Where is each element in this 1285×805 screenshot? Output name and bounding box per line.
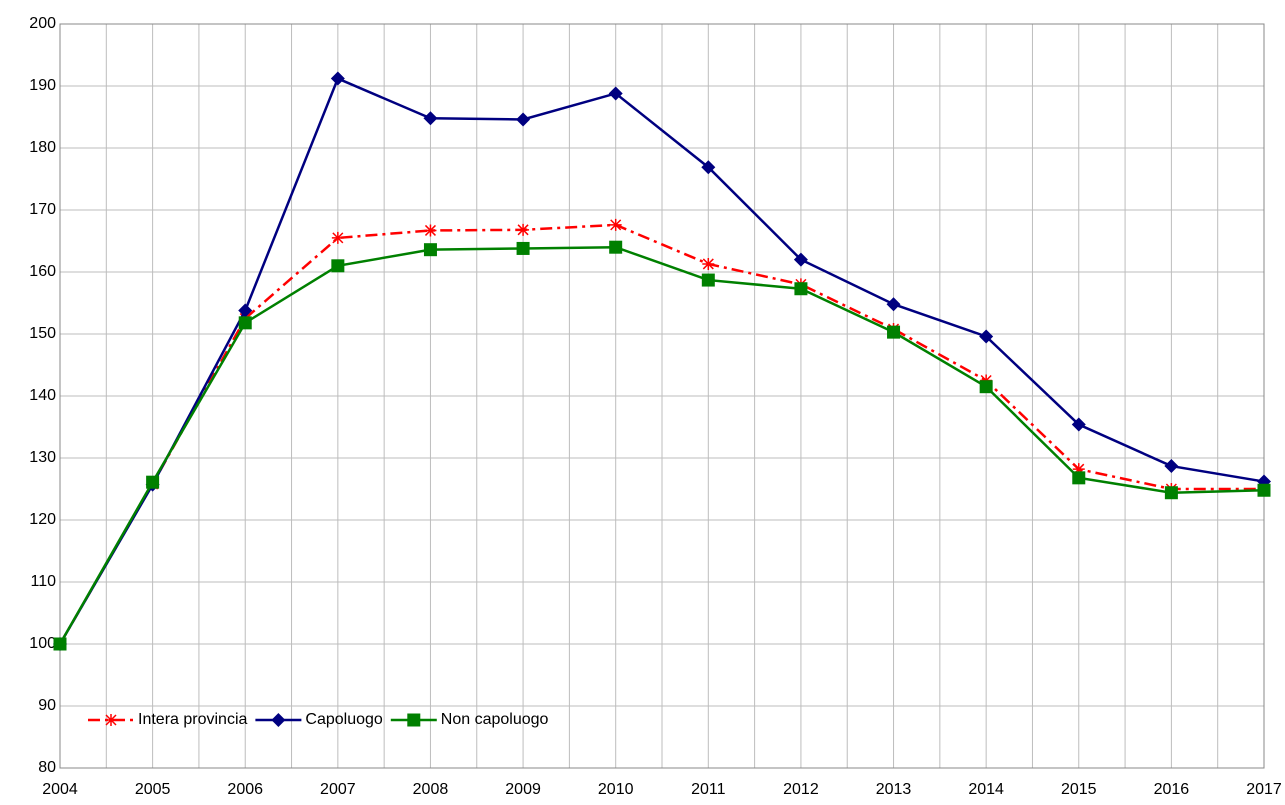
- point: [701, 273, 715, 287]
- y-tick-label: 190: [29, 77, 56, 94]
- y-tick-label: 180: [29, 139, 56, 156]
- y-tick-label: 150: [29, 325, 56, 342]
- legend: Intera provincia Capoluogo Non capoluogo: [88, 711, 549, 728]
- point: [1164, 486, 1178, 500]
- point: [238, 316, 252, 330]
- point: [794, 282, 808, 296]
- x-tick-label: 2014: [968, 781, 1004, 798]
- point: [423, 111, 438, 126]
- point: [516, 241, 530, 255]
- point: [979, 329, 994, 344]
- point: [702, 257, 715, 270]
- x-tick-label: 2007: [320, 781, 356, 798]
- x-tick-label: 2012: [783, 781, 819, 798]
- point: [1072, 463, 1085, 476]
- point: [238, 303, 253, 318]
- point: [1071, 417, 1086, 432]
- point: [608, 86, 623, 101]
- point: [331, 231, 344, 244]
- x-tick-label: 2016: [1154, 781, 1190, 798]
- point: [330, 71, 345, 86]
- point: [979, 380, 993, 394]
- y-tick-label: 200: [29, 15, 56, 32]
- legend-label: Capoluogo: [305, 711, 383, 728]
- x-tick-label: 2013: [876, 781, 912, 798]
- point: [887, 325, 901, 339]
- point: [53, 637, 67, 651]
- legend-marker: [105, 714, 117, 726]
- plot-frame: [59, 23, 1265, 769]
- point: [423, 243, 437, 257]
- x-tick-label: 2015: [1061, 781, 1097, 798]
- y-tick-label: 90: [38, 697, 56, 714]
- point: [609, 218, 622, 231]
- legend-marker: [271, 713, 286, 727]
- x-tick-label: 2017: [1246, 781, 1282, 798]
- y-tick-label: 170: [29, 201, 56, 218]
- y-tick-label: 140: [29, 387, 56, 404]
- point: [1164, 459, 1179, 474]
- point: [331, 259, 345, 273]
- y-tick-label: 160: [29, 263, 56, 280]
- point: [146, 475, 160, 489]
- series-line: [58, 76, 1265, 645]
- point: [793, 252, 808, 267]
- x-tick-label: 2010: [598, 781, 634, 798]
- point: [424, 224, 437, 237]
- y-tick-label: 120: [29, 511, 56, 528]
- point: [701, 160, 716, 175]
- point: [516, 112, 531, 127]
- y-tick-label: 130: [29, 449, 56, 466]
- y-tick-label: 80: [38, 759, 56, 776]
- y-tick-label: 100: [29, 635, 56, 652]
- x-tick-label: 2006: [227, 781, 263, 798]
- point: [1257, 483, 1271, 497]
- point: [517, 223, 530, 236]
- point: [886, 297, 901, 312]
- x-tick-label: 2011: [691, 781, 726, 798]
- legend-marker: [407, 713, 421, 727]
- y-tick-label: 110: [30, 573, 56, 590]
- legend-label: Non capoluogo: [441, 711, 549, 728]
- x-tick-label: 2009: [505, 781, 541, 798]
- x-tick-label: 2004: [42, 781, 78, 798]
- point: [609, 240, 623, 254]
- x-tick-label: 2005: [135, 781, 171, 798]
- series-line: [58, 223, 1264, 645]
- legend-label: Intera provincia: [138, 711, 247, 728]
- x-tick-label: 2008: [413, 781, 449, 798]
- series-line: [58, 245, 1265, 645]
- point: [1072, 471, 1086, 485]
